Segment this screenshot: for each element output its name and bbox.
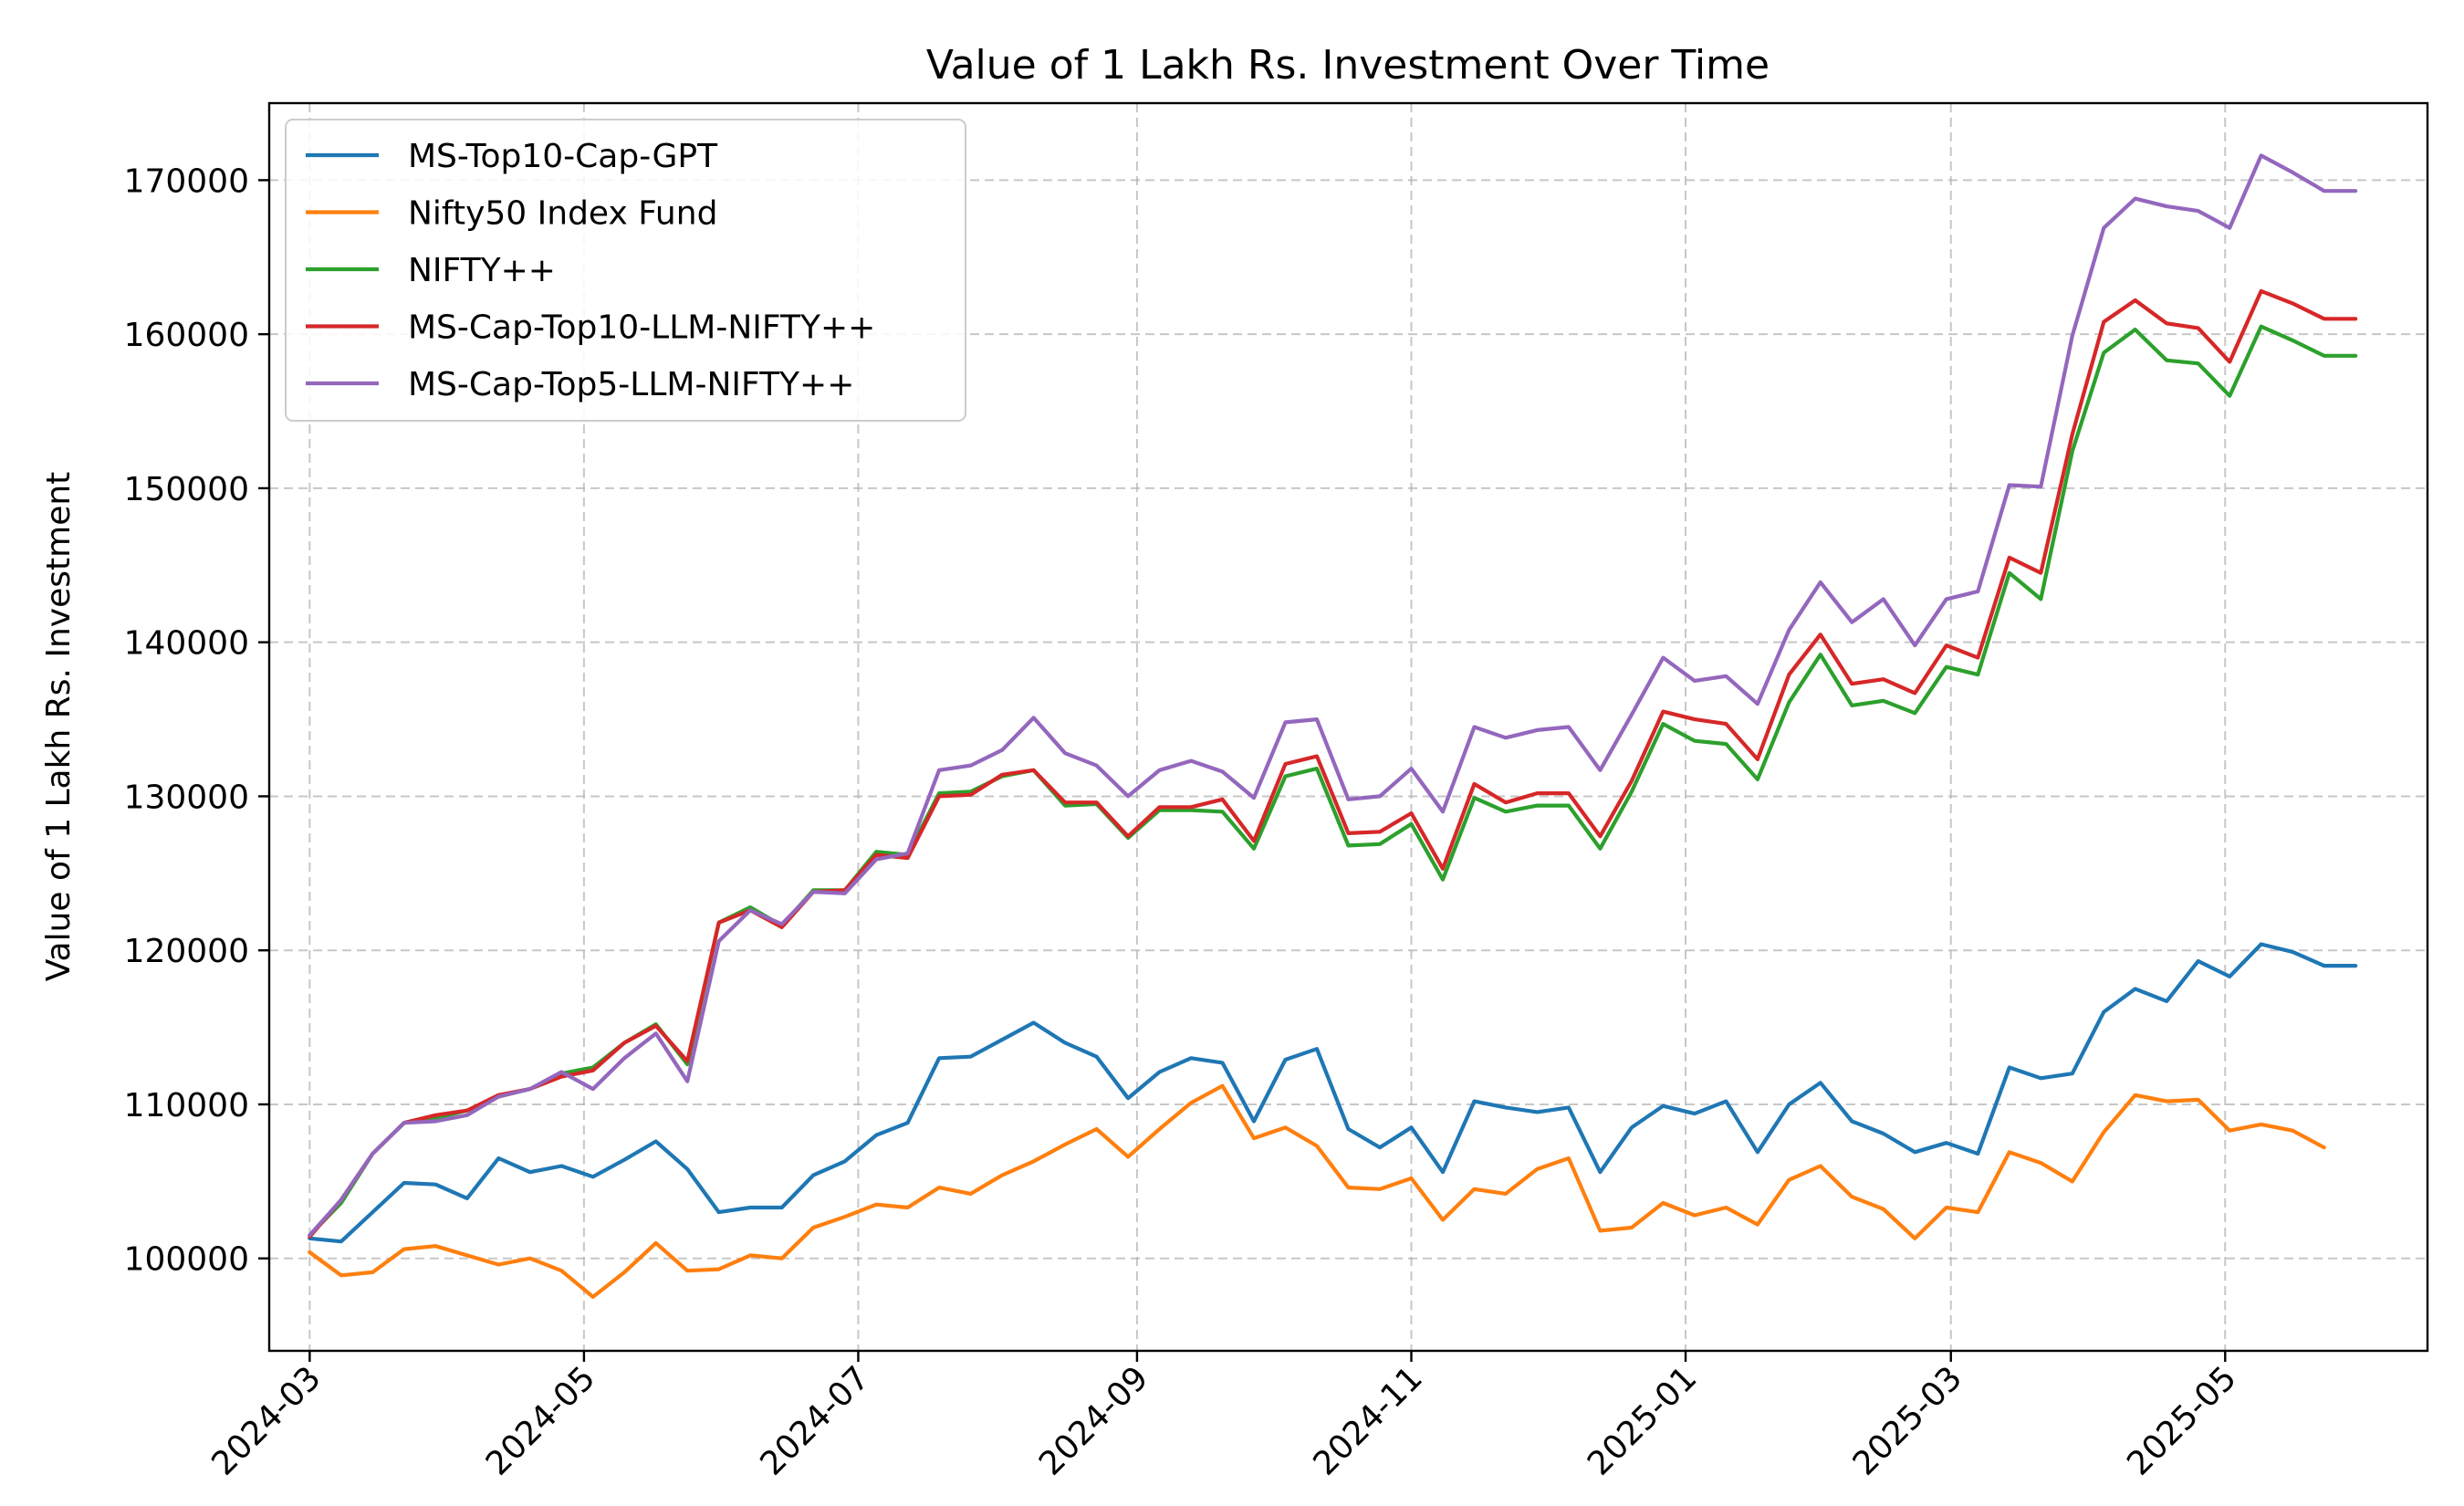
y-axis-label: Value of 1 Lakh Rs. Investment [40, 472, 78, 982]
series-line-2 [308, 1083, 2326, 1299]
series-line-4 [308, 288, 2358, 1239]
legend: MS-Top10-Cap-GPT Nifty50 Index Fund NIFTY+… [285, 119, 966, 422]
legend-label: MS-Cap-Top5-LLM-NIFTY++ [408, 366, 854, 403]
y-tick-label: 140000 [124, 625, 249, 663]
chart-title: Value of 1 Lakh Rs. Investment Over Time [926, 42, 1770, 89]
y-tick-label: 120000 [124, 933, 249, 970]
y-tick-label: 110000 [124, 1087, 249, 1124]
y-tick-label: 150000 [124, 471, 249, 508]
legend-label: Nifty50 Index Fund [408, 195, 717, 233]
y-axis-ticks: 100000 110000 120000 130000 140000 150000 1600… [124, 162, 269, 1279]
y-tick-label: 170000 [124, 162, 249, 200]
legend-label: NIFTY++ [408, 252, 556, 289]
plot-lines [308, 153, 2358, 1299]
plot-frame [267, 101, 2429, 1353]
y-tick-label: 100000 [124, 1241, 249, 1279]
y-tick-label: 160000 [124, 317, 249, 354]
legend-box [285, 119, 966, 422]
y-tick-label: 130000 [124, 779, 249, 816]
series-line-5 [308, 153, 2358, 1238]
legend-label: MS-Cap-Top10-LLM-NIFTY++ [408, 309, 875, 347]
legend-label: MS-Top10-Cap-GPT [408, 138, 718, 175]
series-line-1 [308, 942, 2358, 1244]
